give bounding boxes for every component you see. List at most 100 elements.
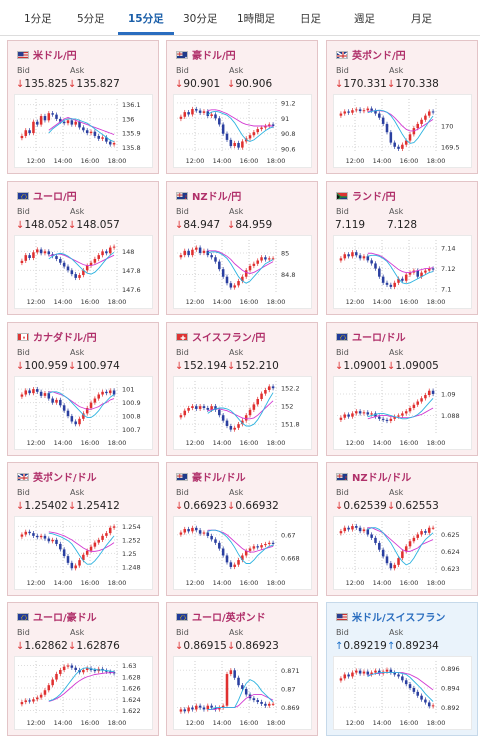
- bid-value: ↓1.25402: [16, 500, 68, 512]
- mini-chart[interactable]: 148 147.8 147.6 12:00 14:00 16:00 18:00: [14, 235, 153, 309]
- pair-title[interactable]: 英ポンド/ドル: [17, 469, 97, 484]
- pair-title[interactable]: 英ポンド/円: [336, 47, 406, 62]
- mini-chart[interactable]: 0.871 0.87 0.869 12:00 14:00 16:00 18:00: [173, 656, 312, 730]
- pair-title[interactable]: ユーロ/ドル: [336, 329, 406, 344]
- candle-body: [70, 562, 74, 569]
- mini-chart[interactable]: 101 100.9 100.8 100.7 12:00 14:00 16:00 18:00: [14, 376, 153, 450]
- currency-card[interactable]: ユーロ/ドル Bid Ask ↓1.09001 ↓1.09005 1.09 1.0…: [326, 322, 478, 456]
- mini-chart[interactable]: 136.1 136 135.9 135.8 12:00 14:00 16:00 18:00: [14, 94, 153, 168]
- x-tick-label: 14:00: [213, 719, 232, 727]
- candle-body: [179, 415, 183, 418]
- mini-chart[interactable]: 0.67 0.668 12:00 14:00 16:00 18:00: [173, 516, 312, 590]
- pair-title[interactable]: 豪ドル/ドル: [176, 469, 246, 484]
- y-tick-label: 1.63: [122, 662, 136, 670]
- pair-title[interactable]: NZドル/円: [176, 188, 241, 203]
- candle-body: [70, 665, 74, 668]
- currency-card[interactable]: ユーロ/英ポンド Bid Ask ↓0.86915 ↓0.86923 0.871…: [166, 602, 318, 736]
- mini-chart[interactable]: 0.625 0.624 0.623 12:00 14:00 16:00 18:00: [333, 516, 472, 590]
- down-arrow-icon: ↓: [175, 79, 184, 90]
- pair-title[interactable]: カナダドル/円: [17, 329, 97, 344]
- tab-weekly[interactable]: 週足: [354, 13, 375, 25]
- currency-card[interactable]: 豪ドル/円 Bid Ask ↓90.901 ↓90.906 91.2 91 90.8…: [166, 40, 318, 174]
- pair-title[interactable]: NZドル/ドル: [336, 469, 411, 484]
- tab-monthly[interactable]: 月足: [411, 13, 432, 25]
- pair-title[interactable]: ランド/円: [336, 188, 396, 203]
- pair-title[interactable]: 豪ドル/円: [176, 47, 236, 62]
- candle-body: [24, 130, 28, 136]
- currency-card[interactable]: 米ドル/円 Bid Ask ↓135.825 ↓135.827 136.1 136…: [7, 40, 159, 174]
- candle-body: [260, 257, 263, 261]
- mini-chart[interactable]: 1.09 1.088 12:00 14:00 16:00 18:00: [333, 376, 472, 450]
- pair-name: 英ポンド/円: [352, 51, 406, 62]
- mini-chart[interactable]: 91.2 91 90.8 90.6 12:00 14:00 16:00 18:00: [173, 94, 312, 168]
- currency-card[interactable]: ユーロ/円 Bid Ask ↓148.052 ↓148.057 148 147.8…: [7, 181, 159, 315]
- tab-daily[interactable]: 日足: [300, 13, 321, 25]
- candle-body: [237, 677, 240, 686]
- bid-label: Bid: [336, 488, 349, 497]
- ask-value: ↓1.62876: [68, 640, 120, 652]
- pair-title[interactable]: ユーロ/円: [17, 188, 77, 203]
- currency-card[interactable]: 英ポンド/円 Bid Ask ↓170.331 ↓170.338 170 169.…: [326, 40, 478, 174]
- candle-body: [101, 251, 104, 256]
- tab-5min[interactable]: 5分足: [77, 13, 105, 25]
- y-tick-label: 170: [441, 123, 453, 131]
- mini-chart[interactable]: 1.63 1.628 1.626 1.624 1.622 12:00 14:00 16:00 1…: [14, 656, 153, 730]
- candle-body: [198, 705, 202, 708]
- currency-card[interactable]: NZドル/ドル Bid Ask ↓0.62539 ↓0.62553 0.625 0…: [326, 462, 478, 596]
- candle-body: [89, 131, 93, 134]
- candle-body: [32, 533, 35, 536]
- candle-body: [244, 688, 248, 695]
- ask-value: ↑0.89234: [387, 640, 439, 652]
- bid-label: Bid: [176, 207, 189, 216]
- candle-body: [248, 135, 252, 139]
- candle-body: [198, 530, 202, 534]
- mini-chart[interactable]: 85 84.8 12:00 14:00 16:00 18:00: [173, 235, 312, 309]
- candle-body: [339, 258, 343, 261]
- candle-body: [39, 116, 43, 125]
- candle-body: [233, 142, 236, 147]
- candlestick-chart: 1.254 1.252 1.25 1.248 12:00 14:00 16:00 18:00: [18, 521, 141, 587]
- pair-title[interactable]: ユーロ/英ポンド: [176, 609, 266, 624]
- bid-value: 7.119: [335, 219, 365, 231]
- ask-label: Ask: [389, 207, 404, 216]
- candle-body: [82, 554, 85, 561]
- candle-body: [105, 137, 108, 142]
- pair-title[interactable]: ユーロ/豪ドル: [17, 609, 97, 624]
- pair-title[interactable]: スイスフラン/円: [176, 329, 265, 344]
- candle-body: [374, 413, 377, 417]
- candle-body: [89, 402, 93, 408]
- candle-body: [82, 670, 85, 673]
- currency-card[interactable]: 豪ドル/ドル Bid Ask ↓0.66923 ↓0.66932 0.67 0.6…: [166, 462, 318, 596]
- candle-body: [431, 111, 435, 113]
- candle-body: [416, 534, 419, 538]
- pair-title[interactable]: 米ドル/円: [17, 47, 77, 62]
- candle-body: [370, 108, 373, 111]
- flag-us-icon: [336, 613, 348, 621]
- candle-body: [370, 260, 373, 264]
- x-tick-label: 18:00: [108, 719, 127, 727]
- x-tick-label: 14:00: [373, 439, 392, 447]
- mini-chart[interactable]: 1.254 1.252 1.25 1.248 12:00 14:00 16:00 18:00: [14, 516, 153, 590]
- candle-body: [66, 266, 70, 271]
- mini-chart[interactable]: 0.896 0.894 0.892 12:00 14:00 16:00 18:00: [333, 656, 472, 730]
- tab-15min[interactable]: 15分足: [128, 13, 164, 25]
- currency-card[interactable]: ランド/円 Bid Ask 7.119 7.128 7.14 7.12 7.1 12:…: [326, 181, 478, 315]
- y-tick-label: 135.8: [122, 144, 141, 152]
- currency-card[interactable]: カナダドル/円 Bid Ask ↓100.959 ↓100.974 101 100…: [7, 322, 159, 456]
- candle-body: [179, 709, 183, 712]
- mini-chart[interactable]: 152.2 152 151.8 12:00 14:00 16:00 18:00: [173, 376, 312, 450]
- pair-title[interactable]: 米ドル/スイスフラン: [336, 609, 445, 624]
- currency-card[interactable]: 英ポンド/ドル Bid Ask ↓1.25402 ↓1.25412 1.254 1…: [7, 462, 159, 596]
- currency-card[interactable]: NZドル/円 Bid Ask ↓84.947 ↓84.959 85 84.8 12:…: [166, 181, 318, 315]
- tab-30min[interactable]: 30分足: [183, 13, 218, 25]
- currency-card[interactable]: ユーロ/豪ドル Bid Ask ↓1.62862 ↓1.62876 1.63 1.…: [7, 602, 159, 736]
- ask-value: ↓152.210: [227, 360, 279, 372]
- candle-body: [381, 276, 385, 283]
- currency-card[interactable]: 米ドル/スイスフラン Bid Ask ↑0.89219 ↑0.89234 0.8…: [326, 602, 478, 736]
- tab-1min[interactable]: 1分足: [24, 13, 52, 25]
- mini-chart[interactable]: 170 169.5 12:00 14:00 16:00 18:00: [333, 94, 472, 168]
- tab-1hour[interactable]: 1時間足: [237, 13, 276, 25]
- mini-chart[interactable]: 7.14 7.12 7.1 12:00 14:00 16:00 18:00: [333, 235, 472, 309]
- currency-card[interactable]: スイスフラン/円 Bid Ask ↓152.194 ↓152.210 152.2…: [166, 322, 318, 456]
- candle-body: [424, 395, 427, 399]
